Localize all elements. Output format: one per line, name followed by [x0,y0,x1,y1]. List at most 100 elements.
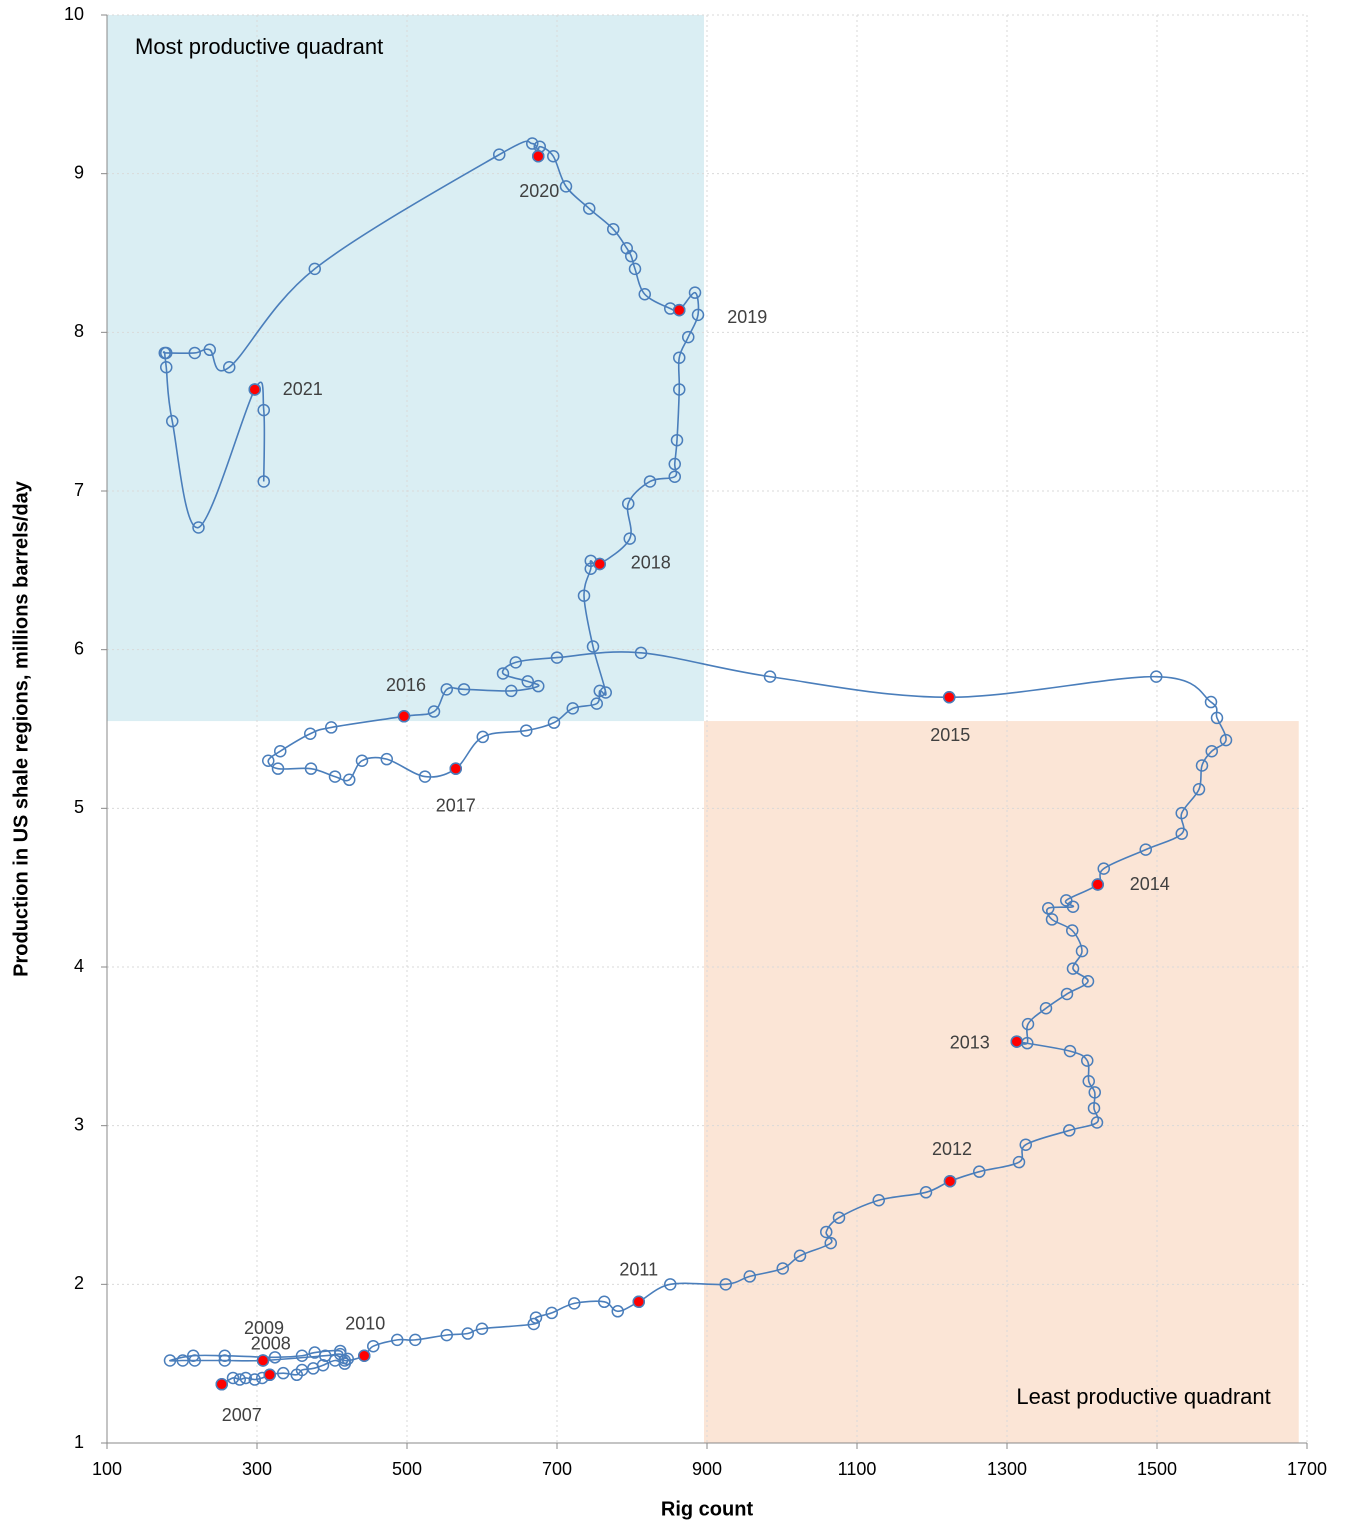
y-tick-label: 1 [74,1432,84,1452]
quadrant [107,15,704,722]
point [628,262,642,276]
point [457,683,471,696]
point [673,383,686,396]
highlight-point [248,383,261,396]
point [1021,1017,1035,1031]
point [872,1193,885,1207]
point [166,414,179,428]
point [590,697,603,710]
point [1081,1054,1094,1067]
point [577,589,591,602]
point [688,286,702,299]
point [623,532,636,545]
x-tick-label: 100 [92,1459,122,1479]
year-label: 2011 [619,1260,658,1280]
y-tick-label: 6 [74,638,84,658]
point [743,1270,756,1283]
point [218,1349,231,1362]
y-axis-title: Production in US shale regions, millions… [10,480,32,977]
x-tick-label: 500 [392,1459,422,1479]
year-label: 2014 [1130,874,1170,894]
point [418,770,432,783]
point [820,1225,833,1239]
point [1195,759,1209,772]
point [295,1349,309,1362]
x-tick-label: 700 [542,1459,572,1479]
point [1066,962,1080,975]
point [1204,695,1218,709]
point [440,683,453,696]
highlight-point [397,710,411,723]
point [521,675,534,688]
point [611,1305,624,1318]
grid: 100 300 500 700 900 1100 1300 1500 1700 1 2 3 4 5 6 7 8 9… [64,4,1327,1479]
point [593,684,606,698]
point [427,705,441,718]
highlight-point [532,149,545,163]
x-tick-label: 1700 [1287,1459,1327,1479]
point [668,457,681,471]
point [1075,944,1089,958]
point [1063,1124,1076,1137]
x-tick-label: 900 [692,1459,722,1479]
point [1066,924,1079,937]
point [547,716,561,729]
point [1039,1002,1053,1015]
highlight-point [358,1349,371,1362]
point [158,346,171,360]
point [532,679,545,693]
point [277,1366,290,1380]
y-tick-label: 9 [74,162,84,182]
point [308,262,321,276]
quadrants: Most productive quadrant Least productive… [107,15,1299,1443]
point [1063,1044,1077,1058]
year-label: 2020 [519,181,559,201]
point [325,721,338,734]
point [1087,1101,1101,1115]
y-tick-label: 4 [74,956,84,976]
point [1175,827,1188,840]
point [192,521,205,534]
point [268,1351,282,1364]
point [316,1359,330,1372]
point [973,1165,986,1178]
point [440,1328,453,1342]
highlight-point [263,1368,276,1382]
point [607,222,620,236]
point [793,1249,807,1263]
year-label: 2007 [222,1405,262,1425]
highlight-point [943,691,956,704]
point [274,744,287,758]
point [1150,670,1163,683]
highlight-point [593,557,606,571]
point [223,360,236,374]
point [776,1262,789,1275]
point [527,1317,540,1331]
point [643,475,657,488]
point [1097,862,1110,875]
point [547,149,560,163]
y-tick-label: 2 [74,1273,84,1293]
point [338,1354,351,1367]
x-tick-label: 1100 [838,1459,877,1479]
point [763,670,777,683]
point [334,1347,347,1361]
quadrant-label: Least productive quadrant [1016,1384,1270,1409]
year-label: 2013 [950,1032,990,1052]
point [160,360,173,374]
point [1019,1138,1032,1151]
point [239,1371,252,1385]
point [622,497,635,510]
year-label: 2016 [386,675,426,695]
x-tick-label: 1500 [1137,1459,1177,1479]
point [1219,733,1233,747]
point [176,1354,189,1367]
point [367,1339,380,1353]
point [598,1295,611,1309]
year-label: 2017 [436,795,476,815]
point [586,640,600,653]
y-tick-label: 10 [64,4,84,24]
point [304,762,318,775]
